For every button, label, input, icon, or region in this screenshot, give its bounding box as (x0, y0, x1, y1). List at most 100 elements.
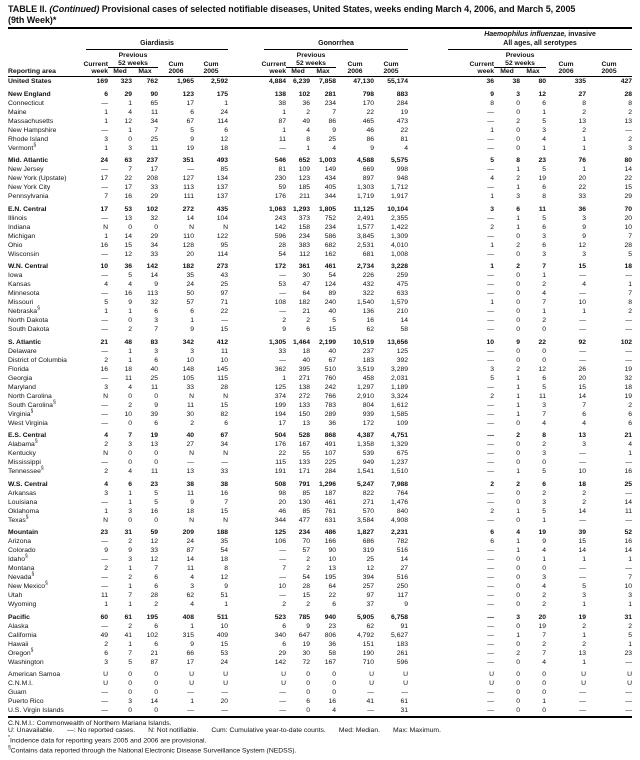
header-current: Current (261, 60, 287, 68)
value-cell: 15 (578, 538, 587, 545)
header-2005: 2005 (194, 67, 229, 77)
abbreviation-definition: U: Unavailable. (8, 727, 55, 735)
value-cell: 11 (150, 468, 158, 475)
value-cell: 373 (298, 214, 311, 222)
value-cell: 22 (278, 450, 287, 457)
group-subtitle: All ages, all serotypes (503, 39, 577, 47)
value-cell: — (279, 308, 287, 315)
value-cell: 28 (624, 241, 633, 249)
value-cell: 4 (542, 419, 547, 427)
value-cell: 234 (298, 232, 311, 240)
value-cell: 162 (324, 250, 337, 258)
value-cell: 7 (542, 263, 547, 270)
value-cell: 4 (104, 480, 108, 488)
value-cell: 182 (182, 263, 194, 270)
value-cell: 10 (328, 556, 337, 563)
value-cell: 1 (490, 263, 495, 270)
value-cell: — (487, 468, 495, 475)
value-cell: 7 (224, 498, 229, 506)
group-spacer (228, 622, 264, 631)
value-cell: 2 (516, 117, 521, 125)
group-spacer (228, 156, 264, 165)
value-cell: 26 (578, 365, 587, 373)
table-row: Michigan 1 14 29 110 122 596 234 586 3,845 1,309 — 0… (8, 232, 632, 241)
value-cell: 40 (328, 347, 337, 355)
group-spacer (408, 126, 448, 135)
notifiable-diseases-table: Giardiasis Gonorrhea Haemophilus influen… (8, 31, 633, 715)
value-cell: 5 (128, 272, 132, 279)
table-row: Vermont§ 1 3 11 19 18—1 4 9 4—0 1 1 3 (8, 143, 632, 153)
value-cell: 2 (516, 649, 521, 657)
value-cell: 3 (128, 698, 132, 705)
value-cell: 10,104 (387, 205, 409, 213)
value-cell: 1 (224, 99, 229, 107)
value-cell: 1 (542, 108, 547, 116)
value-cell: 7 (542, 631, 547, 639)
reporting-area-cell: E.S. Central (8, 432, 47, 439)
reporting-area-cell: Massachusetts (8, 117, 54, 125)
value-cell: 2 (516, 365, 521, 373)
value-cell: 1 (582, 658, 587, 666)
value-cell: 11,125 (353, 205, 375, 213)
group-spacer (228, 165, 264, 174)
value-cell: 81 (278, 166, 287, 173)
value-cell: 6 (628, 419, 633, 427)
header-previous: Previous (505, 51, 535, 59)
value-cell: 9 (128, 547, 132, 554)
table-row: Guam — 0 0 — — — 0 0 — — — 0 0 — — (8, 688, 632, 697)
value-cell: 30 (302, 649, 311, 657)
value-cell: 95 (220, 241, 229, 249)
value-cell: 199 (274, 401, 287, 409)
value-cell: — (101, 317, 108, 324)
value-cell: 31 (124, 529, 132, 536)
value-cell: 9 (490, 90, 495, 98)
value-cell: 4 (128, 108, 132, 116)
value-cell: 86 (366, 135, 375, 143)
group-spacer (228, 117, 264, 126)
value-cell: 681 (362, 250, 375, 258)
group-spacer (228, 205, 264, 214)
value-cell: 939 (362, 410, 375, 418)
value-cell: 148 (182, 365, 194, 373)
group-spacer (228, 670, 264, 679)
value-cell: 64 (302, 290, 311, 297)
value-cell: 22 (220, 308, 229, 315)
value-cell: 1 (190, 622, 194, 630)
value-cell: 322 (362, 290, 375, 297)
value-cell: — (367, 707, 375, 714)
value-cell: 0 (128, 516, 132, 524)
value-cell: 0 (516, 272, 521, 279)
value-cell: 1 (582, 144, 587, 152)
value-cell: 89 (328, 290, 337, 297)
value-cell: 18 (624, 383, 633, 391)
table-row: Arizona — 2 12 24 35 106 70 166 686 782 6 1 9 15 16 (8, 537, 632, 546)
value-cell: 28 (220, 383, 229, 391)
value-cell: 2 (306, 565, 311, 572)
table-row: W.N. Central 10 36 142 182 273 172 361 461 2,734 3… (8, 262, 632, 271)
value-cell: 0 (516, 99, 521, 107)
value-cell: 28 (302, 583, 311, 590)
group-spacer (408, 383, 448, 392)
value-cell: 62 (366, 622, 375, 630)
value-cell: 169 (96, 78, 108, 85)
table-row: Wisconsin —12 33 20 114 54 112 162 681 1,008—0 3 3 5 (8, 250, 632, 259)
value-cell: U (369, 680, 375, 687)
value-cell: 6 (542, 223, 547, 231)
table-row: Georgia — 11 25 105 115 1 271 760 458 2,031 5 1 6 20 32 (8, 374, 632, 383)
value-cell: 3 (490, 205, 495, 213)
value-cell: 3 (128, 144, 132, 152)
value-cell: 0 (516, 489, 521, 497)
table-row: E.N. Central 17 53 102 272 435 1,063 1,293 1,805… (8, 205, 632, 214)
value-cell: 0 (516, 680, 521, 687)
header-cum: Cum (168, 60, 184, 68)
value-cell: 21 (302, 308, 311, 315)
header-week: week (264, 67, 287, 77)
value-cell: — (101, 574, 108, 581)
value-cell: 91 (400, 622, 409, 630)
value-cell: 0 (128, 392, 132, 400)
header-current: Current (469, 60, 495, 68)
value-cell: 762 (146, 78, 158, 85)
value-cell: 12 (150, 556, 158, 563)
group-spacer (228, 706, 264, 715)
